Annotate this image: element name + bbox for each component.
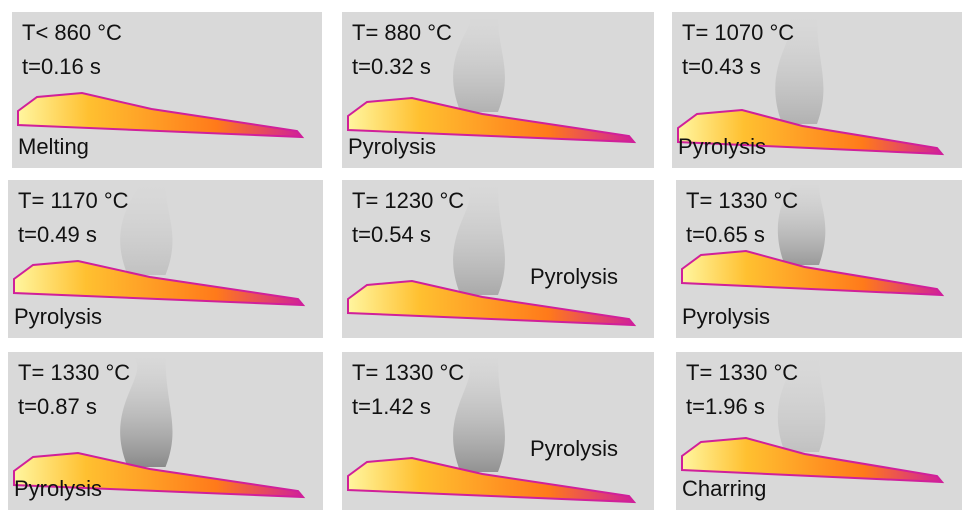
time: t=0.16 s [22, 54, 101, 79]
temperature: T= 1330 °C [686, 188, 798, 213]
stage-label: Pyrolysis [530, 264, 618, 289]
stage-label: Charring [682, 476, 766, 501]
temperature: T= 1330 °C [686, 360, 798, 385]
temperature: T= 1230 °C [352, 188, 464, 213]
time: t=1.96 s [686, 394, 765, 419]
time: t=0.54 s [352, 222, 431, 247]
stage-label: Pyrolysis [530, 436, 618, 461]
stage-label: Pyrolysis [14, 304, 102, 329]
time: t=0.32 s [352, 54, 431, 79]
temperature: T< 860 °C [22, 20, 122, 45]
stage-label: Pyrolysis [678, 134, 766, 159]
time: t=0.65 s [686, 222, 765, 247]
temperature: T= 880 °C [352, 20, 452, 45]
time: t=0.87 s [18, 394, 97, 419]
time: t=0.43 s [682, 54, 761, 79]
stage-label: Pyrolysis [682, 304, 770, 329]
time: t=1.42 s [352, 394, 431, 419]
temperature: T= 1330 °C [18, 360, 130, 385]
temperature: T= 1330 °C [352, 360, 464, 385]
stage-label: Pyrolysis [14, 476, 102, 501]
stage-label: Melting [18, 134, 89, 159]
figure: T< 860 °C t=0.16 s Melting T= 880 °C t=0.32 … [0, 0, 963, 510]
stage-label: Pyrolysis [348, 134, 436, 159]
time: t=0.49 s [18, 222, 97, 247]
temperature: T= 1070 °C [682, 20, 794, 45]
temperature: T= 1170 °C [18, 188, 129, 213]
